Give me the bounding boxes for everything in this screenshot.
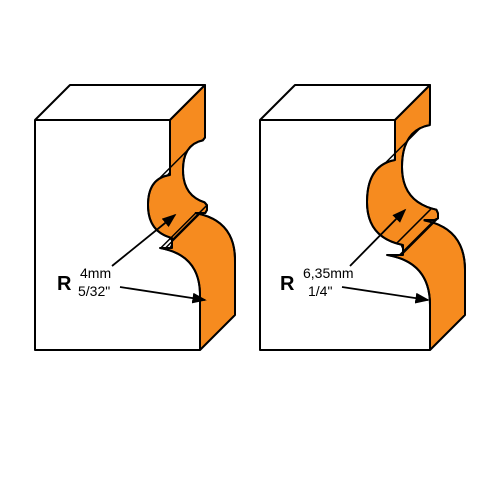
callout-arrow xyxy=(112,215,175,266)
callout-arrow xyxy=(342,287,428,300)
radius-mm: 6,35mm xyxy=(303,265,354,281)
radius-inch: 5/32" xyxy=(78,283,110,299)
callout-arrow xyxy=(120,287,205,300)
radius-symbol: R xyxy=(280,273,295,295)
radius-inch: 1/4" xyxy=(308,283,332,299)
radius-symbol: R xyxy=(57,273,72,295)
radius-mm: 4mm xyxy=(80,265,111,281)
profile-face xyxy=(367,85,465,350)
diagram-canvas: R 4mm 5/32" R 6,35mm 1/4" xyxy=(0,0,500,500)
